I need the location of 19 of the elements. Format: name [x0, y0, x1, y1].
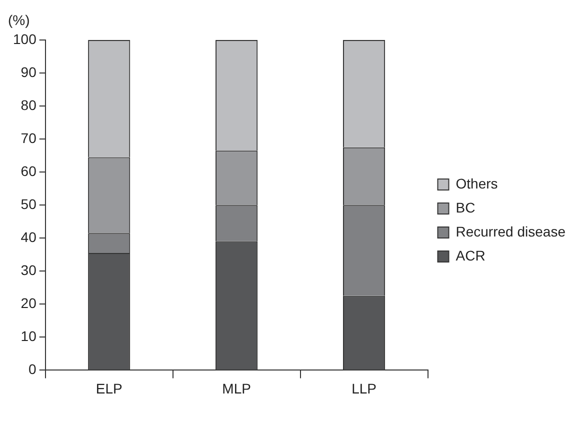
y-tick-label: 90 — [20, 64, 37, 80]
x-tick-label: MLP — [222, 380, 251, 396]
x-tick-label: ELP — [96, 380, 122, 396]
x-tick-label: LLP — [352, 380, 376, 396]
y-tick-label: 40 — [20, 228, 37, 245]
y-tick-label: 80 — [20, 96, 37, 113]
y-axis-title: (%) — [8, 12, 30, 28]
legend-label: ACR — [456, 247, 486, 264]
legend-label: Recurred disease — [456, 223, 566, 240]
y-tick-label: 50 — [20, 196, 37, 212]
y-tick-label: 0 — [28, 361, 37, 378]
y-tick-label: 70 — [20, 130, 37, 146]
legend-label: BC — [456, 199, 476, 216]
y-tick-label: 100 — [13, 30, 37, 47]
legend-label: Others — [456, 175, 498, 192]
y-tick-label: 30 — [20, 262, 37, 278]
y-tick-label: 20 — [20, 295, 37, 312]
y-tick-label: 60 — [20, 162, 37, 179]
y-tick-label: 10 — [20, 328, 37, 344]
